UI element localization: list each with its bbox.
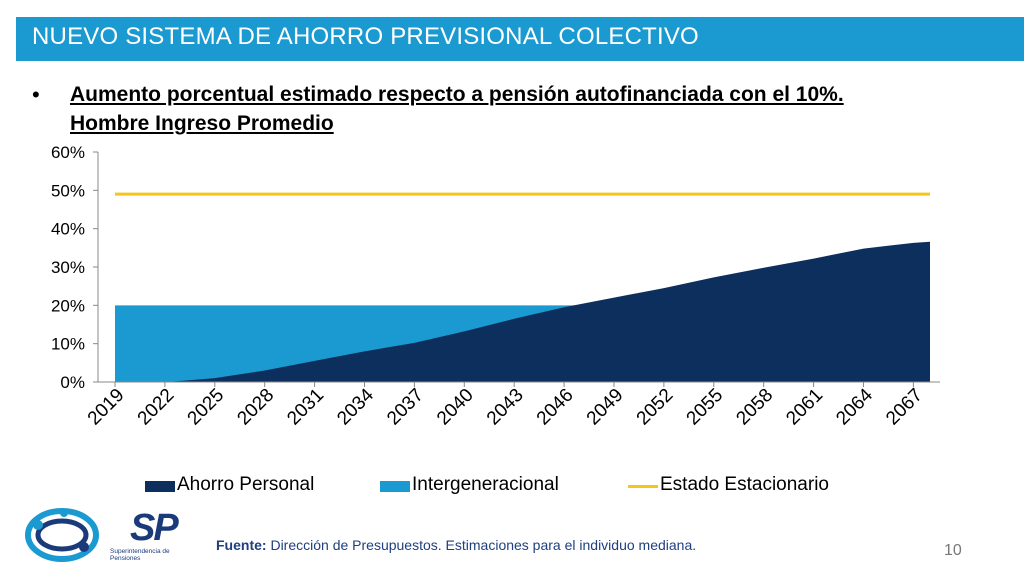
x-tick-label: 2046 (533, 385, 578, 430)
x-tick-label: 2037 (383, 385, 428, 430)
x-tick-label: 2064 (832, 384, 877, 429)
hands-logo-icon (25, 508, 99, 562)
x-tick-label: 2067 (882, 385, 927, 430)
page-number: 10 (944, 542, 962, 559)
x-tick-label: 2040 (433, 385, 478, 430)
legend-label-ahorro-personal: Ahorro Personal (177, 474, 315, 495)
x-tick-label: 2049 (583, 385, 628, 430)
logo-sp-text: SP (130, 507, 179, 549)
logo-institution-name: Superintendencia de Pensiones (110, 548, 170, 562)
y-tick-label: 0% (60, 373, 85, 392)
y-tick-label: 30% (51, 258, 85, 277)
y-tick-label: 40% (51, 220, 85, 239)
legend-swatch-estado-estacionario (628, 485, 658, 488)
subtitle-line-2: Hombre Ingreso Promedio (70, 112, 334, 135)
y-tick-label: 10% (51, 335, 85, 354)
x-tick-label: 2058 (732, 385, 777, 430)
legend-label-estado-estacionario: Estado Estacionario (660, 474, 829, 495)
y-tick-label: 60% (51, 143, 85, 162)
page-title: NUEVO SISTEMA DE AHORRO PREVISIONAL COLE… (32, 23, 699, 50)
y-tick-label: 50% (51, 181, 85, 200)
x-tick-label: 2022 (134, 385, 179, 430)
x-tick-label: 2034 (333, 384, 378, 429)
source-text: Dirección de Presupuestos. Estimaciones … (266, 537, 697, 553)
x-tick-label: 2055 (683, 385, 728, 430)
legend-swatch-ahorro-personal (145, 481, 175, 492)
x-tick-label: 2019 (84, 385, 129, 430)
x-tick-label: 2028 (233, 385, 278, 430)
x-tick-label: 2043 (483, 385, 528, 430)
series-area-ahorro-personal (115, 241, 930, 382)
legend-swatch-intergeneracional (380, 481, 410, 492)
chart-legend: Ahorro Personal Intergeneracional Estado… (0, 474, 1024, 496)
title-bar: NUEVO SISTEMA DE AHORRO PREVISIONAL COLE… (16, 17, 1024, 61)
source-note: Fuente: Dirección de Presupuestos. Estim… (216, 537, 696, 553)
legend-label-intergeneracional: Intergeneracional (412, 474, 559, 495)
bullet-point: • (32, 82, 40, 107)
source-label: Fuente: (216, 537, 267, 553)
x-tick-label: 2031 (283, 385, 328, 430)
y-tick-label: 20% (51, 296, 85, 315)
chart-subtitle: Aumento porcentual estimado respecto a p… (70, 80, 970, 138)
sp-logo: SP Superintendencia de Pensiones (24, 505, 184, 565)
x-tick-label: 2025 (184, 385, 229, 430)
subtitle-line-1: Aumento porcentual estimado respecto a p… (70, 83, 844, 106)
x-tick-label: 2052 (633, 385, 678, 430)
x-tick-label: 2061 (782, 385, 827, 430)
